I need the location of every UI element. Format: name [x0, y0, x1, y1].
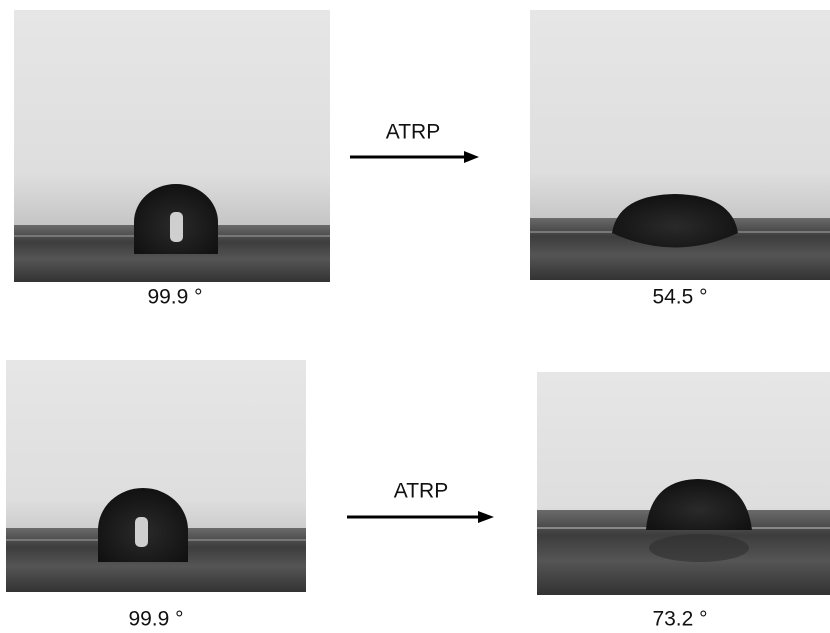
- process-label: ATRP: [386, 121, 440, 144]
- arrow: [347, 511, 494, 523]
- contact-angle-label: 54.5 °: [652, 286, 707, 309]
- arrow: [350, 151, 479, 163]
- contact-angle-label: 99.9 °: [128, 608, 183, 631]
- droplet-image: [6, 360, 306, 592]
- process-label: ATRP: [394, 480, 448, 503]
- droplet-image: [537, 372, 830, 595]
- droplet-image: [14, 10, 330, 282]
- droplet-image: [530, 10, 830, 280]
- contact-angle-label: 73.2 °: [652, 608, 707, 631]
- contact-angle-label: 99.9 °: [147, 286, 202, 309]
